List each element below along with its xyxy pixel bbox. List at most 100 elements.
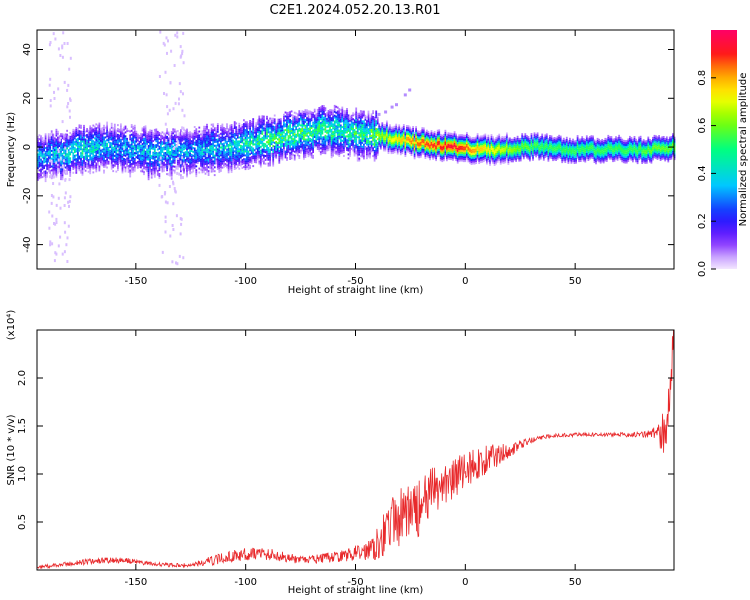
heatmap-cell <box>216 140 219 143</box>
heatmap-cell <box>223 166 225 169</box>
heatmap-cell <box>129 152 132 154</box>
heatmap-cell <box>286 158 288 161</box>
heatmap-cell <box>312 133 314 136</box>
heatmap-cell <box>367 110 370 113</box>
heatmap-cell <box>173 152 176 154</box>
heatmap-cell <box>259 118 262 121</box>
heatmap-cell <box>67 139 70 142</box>
heatmap-cell <box>387 140 390 143</box>
heatmap-cell <box>123 159 125 162</box>
heatmap-cell <box>253 160 256 163</box>
heatmap-cell <box>158 169 161 172</box>
heatmap-cell <box>113 139 116 142</box>
heatmap-cell <box>270 123 273 126</box>
heatmap-cell <box>295 141 298 144</box>
heatmap-cell <box>261 158 264 161</box>
heatmap-cell <box>367 122 370 125</box>
heatmap-cell <box>55 130 58 133</box>
heatmap-cell <box>155 155 158 158</box>
heatmap-cell <box>155 134 158 137</box>
heatmap-cell <box>155 153 158 156</box>
heatmap-cell <box>272 121 275 124</box>
heatmap-cell <box>167 141 170 144</box>
heatmap-cell <box>95 142 98 145</box>
heatmap-cell <box>135 156 138 159</box>
heatmap-cell <box>118 144 121 147</box>
heatmap-cell <box>339 142 342 145</box>
heatmap-cell <box>121 169 124 172</box>
heatmap-cell <box>90 160 93 163</box>
heatmap-cell <box>227 169 230 172</box>
heatmap-cell <box>223 127 225 130</box>
heatmap-cell <box>350 124 353 127</box>
heatmap-cell <box>303 149 305 152</box>
heatmap-cell <box>81 162 84 164</box>
heatmap-cell <box>303 122 305 125</box>
heatmap-cell <box>69 139 72 142</box>
heatmap-cell <box>60 174 62 177</box>
heatmap-cell <box>144 166 147 169</box>
heatmap-cell <box>57 140 59 143</box>
heatmap-cell <box>419 140 422 142</box>
heatmap-cell <box>86 163 88 166</box>
heatmap-cell <box>77 151 79 154</box>
heatmap-cell <box>206 159 208 161</box>
heatmap-cell <box>352 133 354 136</box>
heatmap-cell <box>126 165 128 168</box>
heatmap-cell <box>200 168 202 171</box>
heatmap-cell <box>140 135 142 138</box>
heatmap-cell <box>141 145 144 148</box>
heatmap-cell <box>200 133 202 136</box>
heatmap-cell <box>166 169 168 172</box>
heatmap-cell <box>37 165 39 168</box>
heatmap-cell <box>93 166 96 169</box>
heatmap-cell <box>161 158 164 161</box>
heatmap-cell <box>427 138 430 141</box>
heatmap-cell <box>64 150 67 153</box>
heatmap-cell <box>193 135 196 138</box>
heatmap-cell <box>87 129 90 132</box>
heatmap-cell <box>92 155 95 158</box>
heatmap-cell <box>349 145 351 148</box>
heatmap-cell <box>349 125 351 128</box>
heatmap-cell <box>193 159 196 162</box>
heatmap-cell <box>156 138 159 141</box>
heatmap-cell <box>441 140 444 143</box>
heatmap-cell <box>447 149 450 152</box>
heatmap-cell <box>183 146 185 149</box>
heatmap-cell <box>401 152 404 155</box>
heatmap-cell <box>52 149 55 152</box>
heatmap-cell <box>83 126 85 129</box>
heatmap-cell <box>40 137 42 140</box>
heatmap-cell <box>132 127 135 130</box>
heatmap-cell <box>129 153 132 156</box>
heatmap-cell <box>127 143 130 146</box>
heatmap-cell <box>112 160 115 163</box>
heatmap-cell <box>218 145 221 148</box>
heatmap-cell <box>309 112 311 115</box>
heatmap-cell <box>376 151 379 154</box>
heatmap-cell <box>170 148 173 151</box>
heatmap-cell <box>213 166 216 169</box>
heatmap-cell <box>326 114 328 117</box>
heatmap-cell <box>392 134 394 137</box>
heatmap-cell <box>92 136 95 139</box>
heatmap-cell <box>350 132 353 135</box>
heatmap-cell <box>358 149 361 152</box>
heatmap-cell <box>132 125 135 128</box>
heatmap-cell <box>359 151 362 154</box>
heatmap-cell <box>233 162 236 165</box>
heatmap-cell <box>73 158 76 161</box>
heatmap-cell <box>172 155 175 158</box>
heatmap-cell <box>384 130 387 132</box>
heatmap-cell <box>78 165 81 168</box>
heatmap-cell <box>441 146 444 149</box>
heatmap-cell <box>364 146 367 148</box>
heatmap-cell <box>216 154 219 157</box>
heatmap-cell <box>252 124 255 127</box>
heatmap-cell <box>209 145 211 148</box>
heatmap-cell <box>241 141 244 144</box>
heatmap-cell <box>313 141 316 144</box>
heatmap-cell <box>55 132 58 135</box>
heatmap-cell <box>113 131 116 134</box>
